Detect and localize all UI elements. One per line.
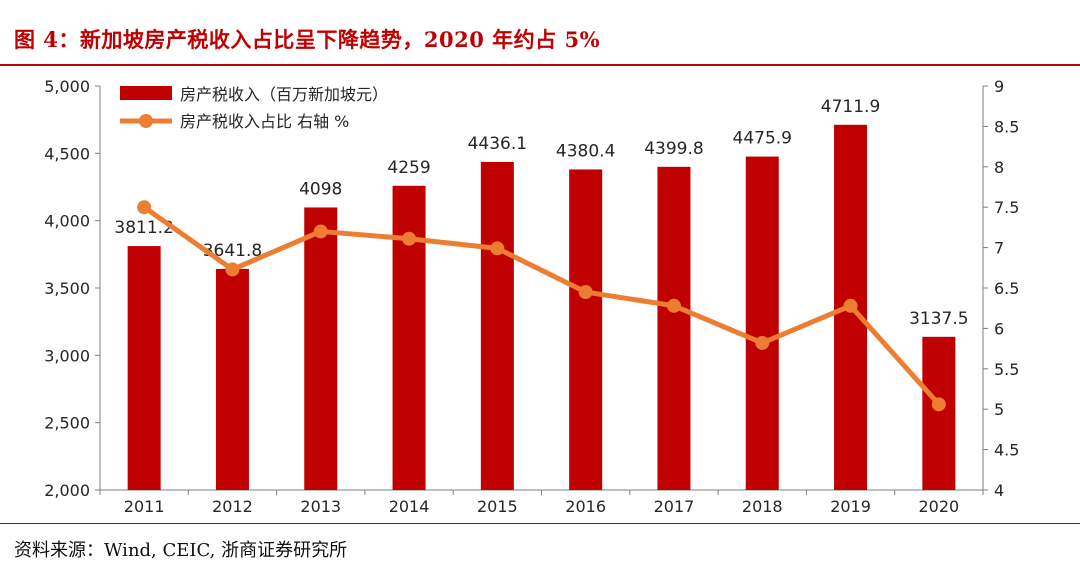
right-tick-label: 7 (994, 239, 1004, 258)
legend-line-marker (139, 114, 153, 128)
bar-label-2019: 4711.9 (821, 97, 880, 117)
x-tick-label: 2019 (830, 497, 871, 516)
right-tick-label: 6.5 (994, 279, 1019, 298)
x-tick-label: 2020 (918, 497, 959, 516)
share-point-2019 (843, 298, 858, 313)
legend-bar-label: 房产税收入（百万新加坡元） (180, 85, 388, 104)
legend-line-label: 房产税收入占比 右轴 % (180, 112, 349, 131)
x-tick-label: 2016 (565, 497, 606, 516)
source-note: 资料来源：Wind, CEIC, 浙商证券研究所 (14, 540, 348, 561)
right-tick-label: 8 (994, 158, 1004, 177)
right-tick-label: 8.5 (994, 117, 1019, 136)
share-point-2016 (578, 285, 593, 300)
bar-label-2011: 3811.2 (114, 218, 173, 238)
share-point-2015 (490, 241, 505, 256)
right-tick-label: 6 (994, 319, 1004, 338)
left-tick-label: 2,500 (44, 414, 90, 433)
bars (127, 124, 956, 491)
bar-label-2016: 4380.4 (556, 141, 615, 161)
legend: 房产税收入（百万新加坡元） 房产税收入占比 右轴 % (120, 85, 388, 131)
bar-2013 (304, 207, 338, 490)
share-point-2020 (931, 397, 946, 412)
bar-2015 (480, 161, 514, 490)
share-point-2012 (225, 262, 240, 277)
x-tick-label: 2013 (300, 497, 341, 516)
x-tick-label: 2014 (389, 497, 430, 516)
line-layer (137, 200, 946, 412)
left-tick-label: 4,500 (44, 144, 90, 163)
right-tick-label: 7.5 (994, 198, 1019, 217)
bar-label-2013: 4098 (299, 179, 342, 199)
share-point-2014 (402, 231, 417, 246)
bar-2018 (745, 156, 779, 490)
left-tick-label: 2,000 (44, 481, 90, 500)
combo-chart: 2,000 2,500 3,000 3,500 4,000 4,500 5,000 4 4.5 5… (44, 77, 1019, 516)
left-tick-label: 3,500 (44, 279, 90, 298)
right-tick-label: 9 (994, 77, 1004, 96)
bar-2012 (215, 268, 249, 490)
share-point-2017 (666, 298, 681, 313)
share-line (142, 205, 941, 407)
right-tick-label: 4.5 (994, 441, 1019, 460)
bar-2017 (657, 166, 691, 490)
right-tick-label: 5.5 (994, 360, 1019, 379)
share-point-2011 (137, 200, 152, 215)
chart-title: 图 4：新加坡房产税收入占比呈下降趋势，2020 年约占 5% (14, 27, 601, 52)
bar-label-2020: 3137.5 (909, 309, 968, 329)
left-tick-label: 4,000 (44, 212, 90, 231)
left-tick-label: 5,000 (44, 77, 90, 96)
x-tick-label: 2011 (124, 497, 165, 516)
bar-label-2014: 4259 (387, 158, 430, 178)
bar-label-2018: 4475.9 (733, 129, 792, 149)
source-rule (0, 523, 1080, 524)
legend-bar-swatch (120, 86, 172, 100)
right-tick-label: 5 (994, 400, 1004, 419)
x-tick-label: 2017 (654, 497, 695, 516)
share-point-2013 (313, 224, 328, 239)
right-tick-label: 4 (994, 481, 1004, 500)
left-tick-label: 3,000 (44, 346, 90, 365)
bar-2016 (569, 169, 603, 491)
bar-2014 (392, 185, 426, 490)
x-tick-label: 2018 (742, 497, 783, 516)
x-tick-label: 2015 (477, 497, 518, 516)
share-point-2018 (755, 335, 770, 350)
title-rule (0, 64, 1080, 66)
bar-2011 (127, 246, 161, 490)
axes: 2,000 2,500 3,000 3,500 4,000 4,500 5,000 4 4.5 5… (44, 77, 1019, 516)
bar-label-2015: 4436.1 (468, 134, 527, 154)
bar-2020 (922, 336, 956, 490)
x-tick-label: 2012 (212, 497, 253, 516)
bar-label-2017: 4399.8 (644, 139, 703, 159)
